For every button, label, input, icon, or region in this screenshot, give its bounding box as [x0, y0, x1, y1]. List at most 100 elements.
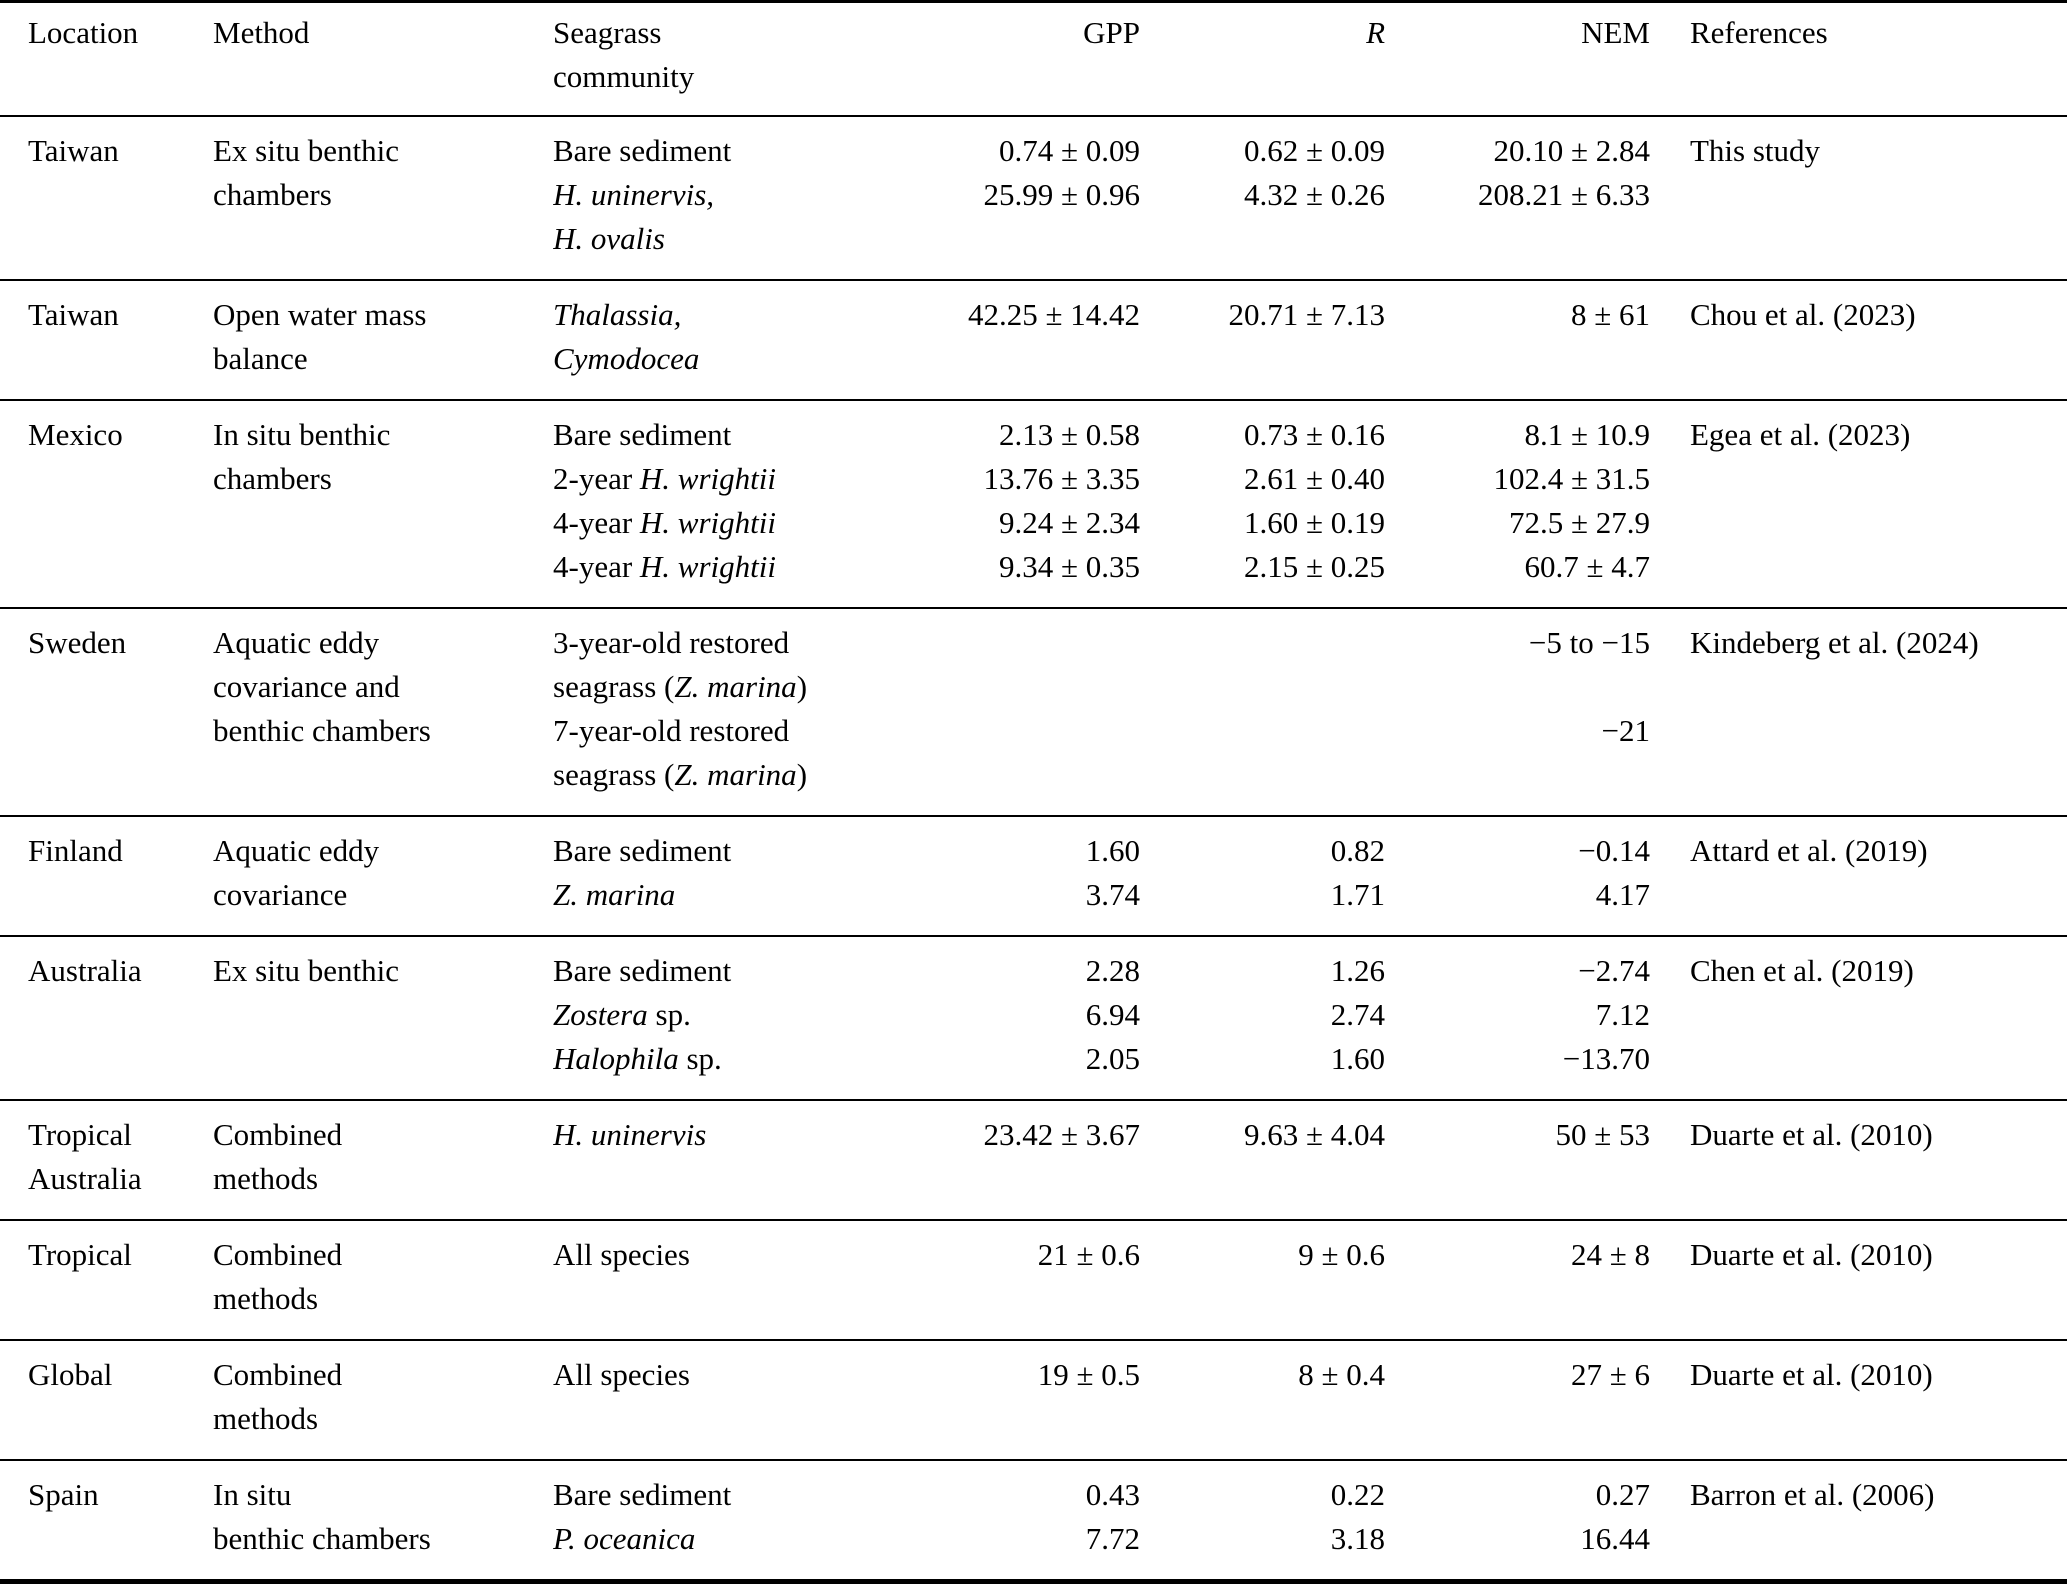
cell-seagrass-community-line: 4-year H. wrightii [553, 501, 898, 545]
cell-r-line: 9 ± 0.6 [1298, 1237, 1385, 1272]
species-name: H. uninervis [553, 1117, 707, 1152]
cell-seagrass-community: H. uninervis [553, 1100, 898, 1220]
cell-nem-line: 4.17 [1595, 877, 1650, 912]
cell-method-line: methods [213, 1161, 319, 1196]
cell-seagrass-community: Bare sediment 2-year H. wrightii 4-year H.… [553, 400, 898, 608]
cell-seagrass-community-line: Zostera sp. [553, 993, 898, 1037]
cell-method-line: chambers [213, 461, 332, 496]
cell-gpp-line: 21 ± 0.6 [1037, 1237, 1140, 1272]
cell-r-line: 9.63 ± 4.04 [1243, 1117, 1385, 1152]
cell-nem-line: 7.12 [1595, 997, 1650, 1032]
cell-location-line: Tropical [28, 1237, 132, 1272]
community-text: Bare sediment [553, 1477, 732, 1512]
cell-location-line: Australia [28, 1161, 142, 1196]
column-header-gpp: GPP [898, 1, 1140, 117]
cell-nem-line: −13.70 [1562, 1041, 1650, 1076]
cell-r: 0.82 1.71 [1140, 816, 1385, 936]
cell-location: Taiwan [0, 116, 213, 280]
cell-r-line: 0.62 ± 0.09 [1243, 133, 1385, 168]
column-header-nem: NEM [1385, 1, 1650, 117]
cell-gpp-line: 3.74 [1085, 877, 1140, 912]
cell-location: Tropical [0, 1220, 213, 1340]
cell-location: Mexico [0, 400, 213, 608]
cell-nem: −0.14 4.17 [1385, 816, 1650, 936]
cell-seagrass-community: Bare sediment H. uninervis, H. ovalis [553, 116, 898, 280]
cell-gpp [898, 608, 1140, 816]
cell-reference: Chou et al. (2023) [1650, 280, 2067, 400]
cell-seagrass-community: Bare sediment Z. marina [553, 816, 898, 936]
cell-method-line: methods [213, 1401, 319, 1436]
community-text: 4-year [553, 549, 640, 584]
cell-seagrass-community-line: seagrass (Z. marina) [553, 665, 898, 709]
cell-location-line: Mexico [28, 417, 123, 452]
cell-seagrass-community-line: 3-year-old restored [553, 621, 898, 665]
cell-gpp-line: 13.76 ± 3.35 [983, 461, 1140, 496]
cell-r-line: 2.74 [1330, 997, 1385, 1032]
table-header: Location Method Seagrass community GPP R… [0, 1, 2067, 117]
cell-location: Spain [0, 1460, 213, 1582]
column-header-location: Location [0, 1, 213, 117]
cell-method-line: balance [213, 341, 308, 376]
community-text: 4-year [553, 505, 640, 540]
cell-nem-line: 20.10 ± 2.84 [1493, 133, 1650, 168]
cell-seagrass-community-line: 4-year H. wrightii [553, 545, 898, 589]
cell-r: 0.73 ± 0.16 2.61 ± 0.40 1.60 ± 0.19 2.15 ± … [1140, 400, 1385, 608]
table-row: Sweden Aquatic eddy covariance and benthic … [0, 608, 2067, 816]
cell-method-line: Aquatic eddy [213, 833, 380, 868]
cell-seagrass-community-line: H. uninervis [553, 1113, 898, 1157]
cell-r: 9.63 ± 4.04 [1140, 1100, 1385, 1220]
cell-method: Combined methods [213, 1340, 553, 1460]
cell-method: Open water mass balance [213, 280, 553, 400]
cell-gpp: 2.28 6.94 2.05 [898, 936, 1140, 1100]
cell-method: Combined methods [213, 1100, 553, 1220]
table-body: Taiwan Ex situ benthic chambers Bare sedime… [0, 116, 2067, 1582]
cell-nem: 20.10 ± 2.84 208.21 ± 6.33 [1385, 116, 1650, 280]
species-name: H. ovalis [553, 221, 665, 256]
cell-nem-line: 72.5 ± 27.9 [1508, 505, 1650, 540]
column-header-seagrass-community: Seagrass community [553, 1, 898, 117]
cell-seagrass-community-line: Bare sediment [553, 129, 898, 173]
table-row: Spain In situ benthic chambers Bare sedimen… [0, 1460, 2067, 1582]
cell-reference: Kindeberg et al. (2024) [1650, 608, 2067, 816]
cell-method: In situ benthic chambers [213, 1460, 553, 1582]
cell-seagrass-community-line: Cymodocea [553, 337, 898, 381]
cell-seagrass-community: All species [553, 1340, 898, 1460]
cell-method-line: benthic chambers [213, 713, 431, 748]
cell-nem-line: 8 ± 61 [1570, 297, 1650, 332]
cell-method-line: methods [213, 1281, 319, 1316]
table-row: Global Combined methods All species 19 ± 0.5… [0, 1340, 2067, 1460]
cell-r: 0.62 ± 0.09 4.32 ± 0.26 [1140, 116, 1385, 280]
cell-gpp-line: 0.43 [1085, 1477, 1140, 1512]
cell-r-line: 0.22 [1330, 1477, 1385, 1512]
cell-method: Aquatic eddy covariance [213, 816, 553, 936]
cell-reference-line: Egea et al. (2023) [1690, 417, 1911, 452]
cell-seagrass-community-line: Halophila sp. [553, 1037, 898, 1081]
cell-reference: Egea et al. (2023) [1650, 400, 2067, 608]
cell-r-line: 1.26 [1330, 953, 1385, 988]
cell-nem: 8.1 ± 10.9 102.4 ± 31.5 72.5 ± 27.9 60.7 ± … [1385, 400, 1650, 608]
cell-method-line: covariance [213, 877, 348, 912]
cell-method-line: Open water mass [213, 297, 427, 332]
cell-r: 9 ± 0.6 [1140, 1220, 1385, 1340]
cell-location: Taiwan [0, 280, 213, 400]
cell-method: In situ benthic chambers [213, 400, 553, 608]
cell-reference-line: Attard et al. (2019) [1690, 833, 1928, 868]
community-text: sp. [678, 1041, 722, 1076]
cell-nem: 50 ± 53 [1385, 1100, 1650, 1220]
cell-nem-line: 8.1 ± 10.9 [1524, 417, 1650, 452]
cell-gpp-line: 2.13 ± 0.58 [998, 417, 1140, 452]
cell-r-line: 4.32 ± 0.26 [1243, 177, 1385, 212]
cell-reference: Barron et al. (2006) [1650, 1460, 2067, 1582]
cell-gpp-line: 7.72 [1085, 1521, 1140, 1556]
species-name: H. wrightii [639, 549, 777, 584]
cell-gpp-line: 42.25 ± 14.42 [967, 297, 1140, 332]
cell-gpp-line: 2.28 [1085, 953, 1140, 988]
species-name: Z. marina [553, 877, 676, 912]
cell-gpp: 2.13 ± 0.58 13.76 ± 3.35 9.24 ± 2.34 9.34 ±… [898, 400, 1140, 608]
cell-location: Australia [0, 936, 213, 1100]
cell-seagrass-community-line: All species [553, 1233, 898, 1277]
cell-r-line: 1.60 ± 0.19 [1243, 505, 1385, 540]
cell-seagrass-community: All species [553, 1220, 898, 1340]
community-text: 7-year-old restored [553, 713, 790, 748]
